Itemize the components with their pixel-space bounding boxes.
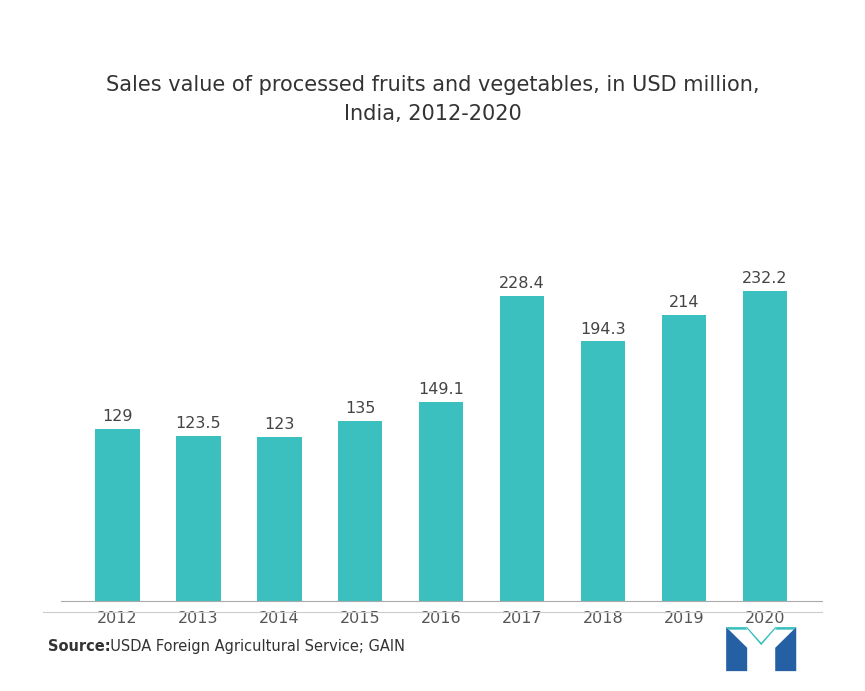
Polygon shape (775, 627, 796, 630)
Bar (580, 341, 625, 601)
Polygon shape (746, 627, 777, 645)
Text: Source:: Source: (48, 638, 110, 654)
Text: 123: 123 (264, 417, 294, 432)
Polygon shape (775, 627, 796, 671)
Text: Sales value of processed fruits and vegetables, in USD million,
India, 2012-2020: Sales value of processed fruits and vege… (106, 75, 759, 124)
Bar (176, 436, 221, 601)
Bar (338, 421, 382, 601)
Text: USDA Foreign Agricultural Service; GAIN: USDA Foreign Agricultural Service; GAIN (101, 638, 405, 654)
Text: 149.1: 149.1 (418, 382, 465, 397)
Polygon shape (727, 627, 747, 671)
Bar (500, 296, 544, 601)
Bar (95, 428, 139, 601)
Bar (662, 315, 706, 601)
Polygon shape (727, 627, 747, 630)
Bar (257, 437, 302, 601)
Text: 194.3: 194.3 (580, 321, 626, 337)
Bar (743, 291, 787, 601)
Text: 129: 129 (102, 409, 132, 424)
Text: 232.2: 232.2 (742, 271, 788, 286)
Bar (419, 401, 464, 601)
Text: 214: 214 (669, 295, 699, 310)
Text: 135: 135 (345, 401, 375, 416)
Text: 123.5: 123.5 (176, 416, 221, 431)
Text: 228.4: 228.4 (499, 276, 545, 291)
